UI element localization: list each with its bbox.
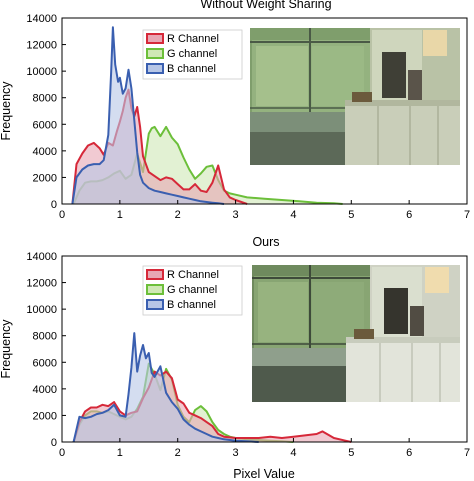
y-axis-label: Frequency (0, 319, 13, 379)
area-r-channel-line (72, 370, 352, 443)
area-b-channel-line (71, 26, 225, 205)
x-tick-label: 6 (406, 447, 412, 459)
x-tick-label: 7 (464, 209, 470, 221)
area-b-channel-fill (73, 333, 259, 442)
legend-label-g: G channel (167, 48, 217, 60)
legend-label-b: B channel (167, 299, 216, 311)
x-tick-label: 3 (233, 447, 239, 459)
legend-item-g: G channel (146, 48, 217, 60)
y-tick-label: 10000 (26, 304, 57, 316)
plot-frame (61, 17, 468, 205)
y-tick-label: 8000 (33, 93, 57, 105)
x-tick-label: 0 (59, 209, 65, 221)
chart-title: Without Weight Sharing (200, 0, 331, 11)
legend: R Channel G channel B channel (142, 29, 243, 80)
inset-photo-without-sharing (250, 28, 460, 165)
y-tick-label: 2000 (33, 172, 57, 184)
legend-label-b: B channel (167, 63, 216, 75)
x-tick-label: 1 (117, 209, 123, 221)
legend-item-r: R Channel (146, 269, 219, 281)
x-tick-label: 5 (348, 447, 354, 459)
y-tick-label: 6000 (33, 357, 57, 369)
chart-title: Ours (252, 235, 279, 249)
y-tick-label: 14000 (26, 251, 57, 263)
area-b-channel-fill (72, 27, 225, 204)
y-tick-label: 4000 (33, 146, 57, 158)
y-tick-label: 2000 (33, 410, 57, 422)
x-tick-label: 6 (406, 209, 412, 221)
y-tick-label: 10000 (26, 66, 57, 78)
y-axis-label: Frequency (0, 81, 13, 141)
y-tick-label: 0 (51, 199, 57, 211)
y-tick-label: 0 (51, 437, 57, 449)
x-tick-label: 3 (233, 209, 239, 221)
y-tick-label: 6000 (33, 119, 57, 131)
x-axis-label: Pixel Value (233, 467, 295, 481)
x-tick-label: 2 (175, 447, 181, 459)
x-tick-label: 1 (117, 447, 123, 459)
legend-item-b: B channel (146, 299, 216, 311)
y-tick-label: 12000 (26, 40, 57, 52)
x-tick-label: 4 (290, 209, 296, 221)
plot-frame (61, 255, 468, 443)
y-tick-label: 14000 (26, 13, 57, 25)
x-tick-label: 4 (290, 447, 296, 459)
legend-label-g: G channel (167, 284, 217, 296)
legend-item-r: R Channel (146, 33, 219, 45)
legend-item-b: B channel (146, 63, 216, 75)
histogram-panel-without-sharing: Without Weight Sharing (0, 0, 470, 221)
y-tick-label: 12000 (26, 278, 57, 290)
inset-photo-ours (252, 265, 460, 402)
legend-item-g: G channel (146, 284, 217, 296)
legend-label-r: R Channel (167, 269, 219, 281)
area-b-channel-line (72, 332, 259, 443)
y-tick-label: 4000 (33, 384, 57, 396)
x-tick-label: 0 (59, 447, 65, 459)
x-tick-label: 7 (464, 447, 470, 459)
x-tick-label: 5 (348, 209, 354, 221)
y-tick-label: 8000 (33, 331, 57, 343)
x-tick-label: 2 (175, 209, 181, 221)
legend-label-r: R Channel (167, 33, 219, 45)
legend: R Channel G channel B channel (142, 265, 243, 316)
